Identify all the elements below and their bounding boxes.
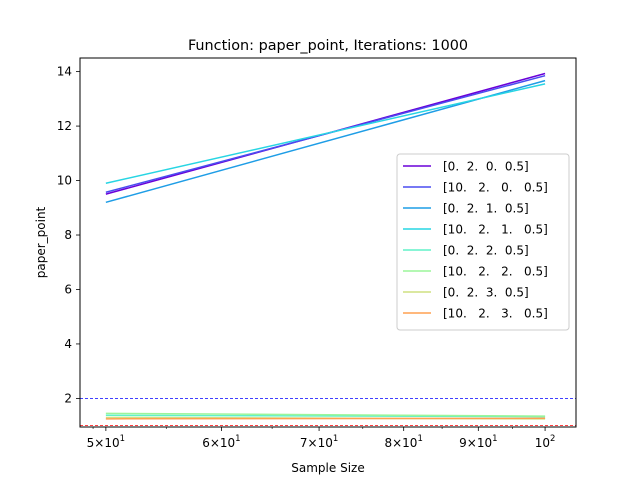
- legend-label-2: [0. 2. 1. 0.5]: [443, 202, 529, 216]
- x-axis: 5×101 6×101 7×101 8×101 9×101 102: [87, 427, 555, 450]
- x-tick-label-0: 5×101: [87, 434, 125, 450]
- x-tick-label-1: 6×101: [202, 434, 240, 450]
- legend: [0. 2. 0. 0.5] [10. 2. 0. 0.5] [0. 2. 1. 0…: [396, 153, 570, 331]
- y-tick-label-4: 10: [57, 174, 72, 188]
- series-line-3: [105, 83, 546, 185]
- y-tick-label-6: 14: [57, 65, 72, 79]
- legend-label-0: [0. 2. 0. 0.5]: [443, 160, 529, 174]
- legend-label-1: [10. 2. 0. 0.5]: [443, 181, 548, 195]
- legend-box: [396, 153, 570, 331]
- y-tick-label-1: 4: [64, 337, 72, 351]
- axes-frame: [79, 57, 577, 428]
- legend-label-5: [10. 2. 2. 0.5]: [443, 265, 548, 279]
- y-tick-label-3: 8: [64, 228, 72, 242]
- legend-label-7: [10. 2. 3. 0.5]: [443, 307, 548, 321]
- y-tick-label-2: 6: [64, 282, 72, 296]
- series-line-7: [105, 417, 546, 420]
- y-tick-label-5: 12: [57, 119, 72, 133]
- series-line-4: [105, 414, 546, 418]
- x-tick-label-3: 8×101: [384, 434, 422, 450]
- x-axis-label: Sample Size: [291, 461, 364, 475]
- legend-label-6: [0. 2. 3. 0.5]: [443, 286, 529, 300]
- plot-area: [80, 72, 576, 427]
- y-axis-label: paper_point: [34, 206, 48, 278]
- y-tick-label-0: 2: [64, 391, 72, 405]
- legend-label-4: [0. 2. 2. 0.5]: [443, 244, 529, 258]
- x-tick-label-2: 7×101: [300, 434, 338, 450]
- series-line-5: [105, 412, 546, 417]
- x-tick-label-4: 9×101: [459, 434, 497, 450]
- legend-label-3: [10. 2. 1. 0.5]: [443, 223, 548, 237]
- y-axis: 2 4 6 8 10 12 14: [57, 65, 80, 405]
- chart-title: Function: paper_point, Iterations: 1000: [188, 38, 468, 54]
